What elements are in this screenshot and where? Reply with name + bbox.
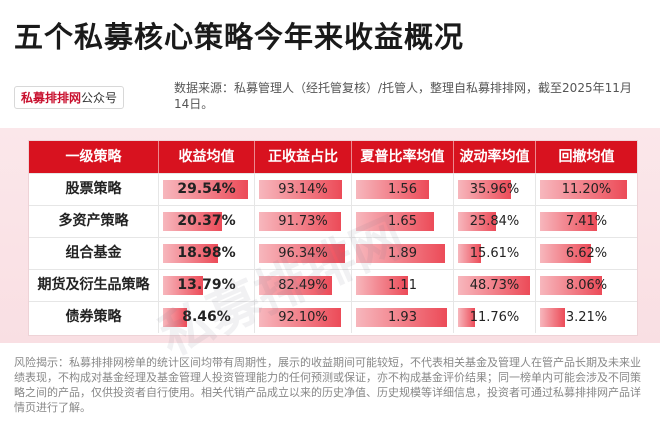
value-label: 3.21% bbox=[565, 310, 608, 325]
row-label: 多资产策略 bbox=[29, 206, 159, 237]
value-bar bbox=[163, 276, 203, 295]
value-cell: 82.49% bbox=[255, 270, 352, 301]
table-row: 组合基金 18.98% 96.34% 1.89 15.61% 6.62% bbox=[29, 237, 637, 269]
table-row: 多资产策略 20.37% 91.73% 1.65 25.84% 7.41% bbox=[29, 205, 637, 237]
value-cell: 15.61% bbox=[454, 238, 536, 269]
value-cell: 8.46% bbox=[159, 302, 255, 333]
value-cell: 35.96% bbox=[454, 174, 536, 205]
value-label: 6.62% bbox=[565, 246, 608, 261]
value-label: 8.46% bbox=[182, 309, 231, 325]
value-bar bbox=[163, 244, 218, 263]
value-cell: 1.93 bbox=[352, 302, 454, 333]
value-cell: 11.76% bbox=[454, 302, 536, 333]
data-source-note: 数据来源：私募管理人（经托管复核）/托管人，整理自私募排排网，截至2025年11… bbox=[174, 81, 632, 111]
value-bar bbox=[163, 308, 187, 327]
value-cell: 3.21% bbox=[536, 302, 637, 333]
value-label: 91.73% bbox=[278, 214, 328, 229]
value-cell: 1.89 bbox=[352, 238, 454, 269]
risk-disclaimer: 风险揭示：私募排排网榜单的统计区间均带有周期性，展示的收益期间可能较短，不代表相… bbox=[14, 356, 641, 414]
value-label: 1.93 bbox=[388, 310, 417, 325]
column-header: 夏普比率均值 bbox=[352, 141, 454, 173]
value-cell: 96.34% bbox=[255, 238, 352, 269]
table-row: 股票策略 29.54% 93.14% 1.56 35.96% 11.20% bbox=[29, 173, 637, 205]
value-cell: 8.06% bbox=[536, 270, 637, 301]
value-cell: 11.20% bbox=[536, 174, 637, 205]
row-label: 股票策略 bbox=[29, 174, 159, 205]
value-bar bbox=[458, 308, 475, 327]
column-header: 波动率均值 bbox=[454, 141, 536, 173]
value-label: 48.73% bbox=[469, 278, 520, 293]
value-label: 15.61% bbox=[469, 246, 520, 261]
value-cell: 13.79% bbox=[159, 270, 255, 301]
value-bar bbox=[458, 244, 481, 263]
value-bar bbox=[540, 244, 591, 263]
value-label: 92.10% bbox=[278, 310, 328, 325]
value-label: 13.79% bbox=[177, 277, 236, 293]
value-label: 18.98% bbox=[177, 245, 236, 261]
value-bar bbox=[540, 180, 627, 199]
value-cell: 1.11 bbox=[352, 270, 454, 301]
value-bar bbox=[259, 212, 341, 231]
brand-suffix: 公众号 bbox=[81, 91, 118, 105]
value-label: 82.49% bbox=[278, 278, 328, 293]
strategy-table: 一级策略 收益均值 正收益占比 夏普比率均值 波动率均值 回撤均值 股票策略 29.54% 9… bbox=[28, 140, 638, 336]
value-label: 29.54% bbox=[177, 181, 236, 197]
column-header: 回撤均值 bbox=[558, 149, 615, 165]
value-cell: 20.37% bbox=[159, 206, 255, 237]
value-cell: 6.62% bbox=[536, 238, 637, 269]
value-label: 25.84% bbox=[469, 214, 520, 229]
column-header: 一级策略 bbox=[29, 141, 159, 173]
column-header: 正收益占比 bbox=[255, 141, 352, 173]
value-bar bbox=[540, 276, 602, 295]
value-label: 93.14% bbox=[278, 182, 328, 197]
value-bar bbox=[259, 244, 345, 263]
brand-badge: 私募排排网公众号 bbox=[14, 86, 125, 109]
value-cell: 29.54% bbox=[159, 174, 255, 205]
value-bar bbox=[163, 212, 222, 231]
value-bar bbox=[356, 180, 429, 199]
row-label: 组合基金 bbox=[29, 238, 159, 269]
value-cell: 48.73% bbox=[454, 270, 536, 301]
page-title: 五个私募核心策略今年来收益概况 bbox=[14, 20, 465, 54]
value-label: 1.11 bbox=[388, 278, 417, 293]
value-label: 8.06% bbox=[565, 278, 608, 293]
value-bar bbox=[356, 212, 434, 231]
value-bar bbox=[458, 212, 496, 231]
value-bar bbox=[458, 180, 511, 199]
value-bar bbox=[259, 180, 342, 199]
brand-name: 私募排排网 bbox=[21, 91, 82, 105]
value-bar bbox=[356, 308, 447, 327]
table-row: 债券策略 8.46% 92.10% 1.93 11.76% 3.21% bbox=[29, 301, 637, 333]
value-label: 11.76% bbox=[469, 310, 520, 325]
value-bar bbox=[163, 180, 248, 199]
value-cell: 1.65 bbox=[352, 206, 454, 237]
value-label: 1.89 bbox=[388, 246, 417, 261]
value-bar bbox=[259, 308, 341, 327]
value-bar bbox=[540, 212, 597, 231]
value-cell: 91.73% bbox=[255, 206, 352, 237]
value-cell: 1.56 bbox=[352, 174, 454, 205]
table-header-row: 一级策略 收益均值 正收益占比 夏普比率均值 波动率均值 回撤均值 bbox=[29, 141, 637, 173]
row-label: 期货及衍生品策略 bbox=[29, 270, 159, 301]
value-bar bbox=[540, 308, 565, 327]
value-cell: 18.98% bbox=[159, 238, 255, 269]
value-bar bbox=[356, 276, 408, 295]
value-cell: 7.41% bbox=[536, 206, 637, 237]
value-label: 1.56 bbox=[388, 182, 417, 197]
value-bar bbox=[458, 276, 530, 295]
value-cell: 25.84% bbox=[454, 206, 536, 237]
value-label: 7.41% bbox=[565, 214, 608, 229]
value-label: 96.34% bbox=[278, 246, 328, 261]
row-label: 债券策略 bbox=[29, 302, 159, 333]
value-cell: 92.10% bbox=[255, 302, 352, 333]
value-label: 11.20% bbox=[561, 182, 612, 197]
value-cell: 93.14% bbox=[255, 174, 352, 205]
value-bar bbox=[356, 244, 445, 263]
value-label: 1.65 bbox=[388, 214, 417, 229]
table-row: 期货及衍生品策略 13.79% 82.49% 1.11 48.73% 8.06% bbox=[29, 269, 637, 301]
value-label: 35.96% bbox=[469, 182, 520, 197]
value-label: 20.37% bbox=[177, 213, 236, 229]
column-header: 收益均值 bbox=[159, 141, 255, 173]
value-bar bbox=[259, 276, 332, 295]
